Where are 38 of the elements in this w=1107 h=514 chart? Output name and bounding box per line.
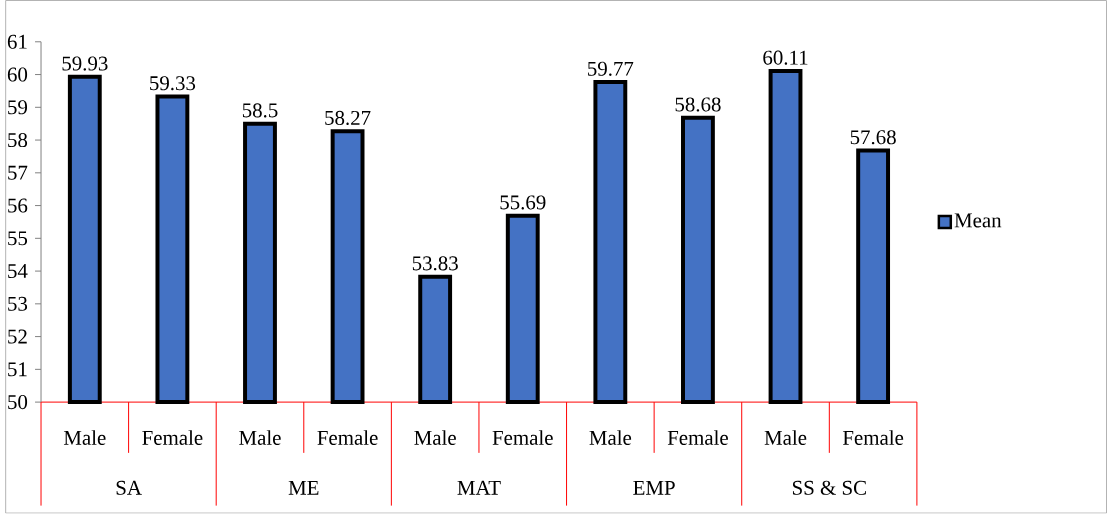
text: SS & SC <box>792 480 866 496</box>
x-tick-label: Female <box>842 430 904 446</box>
y-tick-label: 57 <box>8 166 28 180</box>
x-tick-label: Male <box>414 430 456 446</box>
y-tick-label: 58 <box>8 133 28 148</box>
data-label: 55.69 <box>500 195 546 210</box>
text: SA <box>116 481 142 496</box>
text: EMP <box>633 481 675 495</box>
data-label: 53.83 <box>412 256 458 271</box>
text: MAT <box>457 481 501 495</box>
y-tick-label: 54 <box>8 264 28 279</box>
y-tick-label: 51 <box>8 362 27 377</box>
y-tick-label: 50 <box>8 395 28 410</box>
y-tick-label: 60 <box>7 67 28 82</box>
x-tick-label: Female <box>317 430 378 446</box>
y-tick-label: 61 <box>7 34 27 50</box>
x-tick-label: Female <box>142 430 203 446</box>
data-label: 59.93 <box>62 56 108 71</box>
x-tick-label: Female <box>667 430 728 446</box>
data-label: 60.11 <box>763 50 808 65</box>
y-tick-label: 55 <box>8 231 28 246</box>
text: ME <box>288 481 319 495</box>
data-label: 58.5 <box>242 103 278 118</box>
x-tick-label: Male <box>764 430 807 446</box>
data-label: 59.77 <box>588 61 634 77</box>
data-label: 59.33 <box>150 76 196 91</box>
x-tick-label: Male <box>239 430 281 446</box>
x-tick-label: Female <box>492 430 553 446</box>
data-label: 58.27 <box>325 111 371 126</box>
x-tick-label: Male <box>63 430 106 446</box>
y-tick-label: 53 <box>8 297 28 312</box>
x-tick-label: Male <box>589 430 632 446</box>
y-tick-label: 56 <box>8 198 28 213</box>
y-tick-label: 52 <box>8 329 27 344</box>
legend-label: Mean <box>954 213 1002 228</box>
data-label: 58.68 <box>675 97 721 112</box>
data-label: 57.68 <box>850 130 896 145</box>
y-tick-label: 59 <box>8 100 28 115</box>
